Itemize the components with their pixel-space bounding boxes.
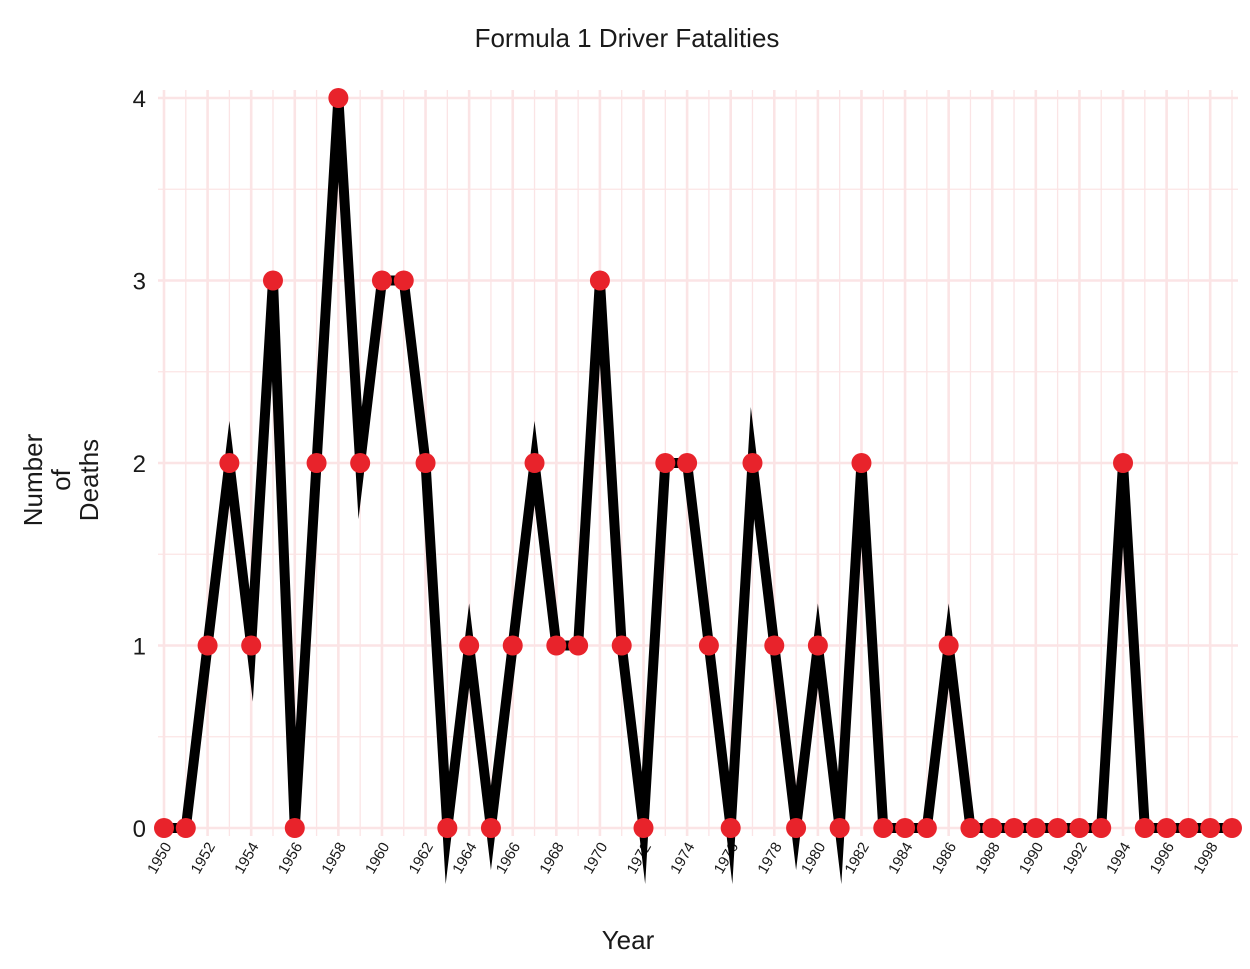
x-tick-label: 1976 <box>711 840 742 877</box>
y-axis-title-line: Deaths <box>74 439 104 521</box>
data-point <box>197 635 218 656</box>
x-tick-label: 1972 <box>624 840 655 877</box>
y-tick-label: 2 <box>133 451 146 478</box>
x-tick-label: 1958 <box>318 840 349 877</box>
x-tick-label: 1980 <box>798 840 829 877</box>
x-tick-label: 1992 <box>1059 840 1090 877</box>
data-point <box>1200 818 1221 838</box>
data-point <box>350 453 371 473</box>
x-tick-label: 1968 <box>536 840 567 877</box>
data-point <box>677 453 698 473</box>
data-point <box>284 818 305 838</box>
data-point <box>742 453 763 473</box>
data-point <box>568 635 589 656</box>
chart-title: Formula 1 Driver Fatalities <box>475 23 780 53</box>
data-point <box>895 818 916 838</box>
x-tick-label: 1990 <box>1016 840 1047 877</box>
x-tick-label: 1964 <box>449 840 480 877</box>
data-point <box>589 270 610 291</box>
data-markers <box>154 88 1242 838</box>
y-tick-label: 4 <box>133 86 146 113</box>
data-point <box>154 818 174 838</box>
data-point <box>807 635 828 656</box>
data-point <box>262 270 283 291</box>
x-tick-label: 1950 <box>144 840 175 877</box>
data-point <box>437 818 458 838</box>
y-axis-title-line: Number <box>18 433 48 526</box>
data-point <box>829 818 850 838</box>
data-point <box>611 635 632 656</box>
x-tick-label: 1988 <box>972 840 1003 877</box>
x-tick-label: 1998 <box>1190 840 1221 877</box>
data-point <box>415 453 436 473</box>
data-point <box>764 635 785 656</box>
data-point <box>546 635 567 656</box>
data-point <box>982 818 1003 838</box>
x-tick-label: 1978 <box>754 840 785 877</box>
data-point <box>1156 818 1177 838</box>
x-tick-label: 1966 <box>493 840 524 877</box>
data-point <box>698 635 719 656</box>
data-point <box>393 270 414 291</box>
data-point <box>916 818 937 838</box>
y-tick-label: 0 <box>133 816 146 843</box>
data-point <box>502 635 523 656</box>
data-point <box>175 818 196 838</box>
x-tick-label: 1970 <box>580 840 611 877</box>
data-point <box>720 818 741 838</box>
data-point <box>219 453 240 473</box>
data-point <box>655 453 676 473</box>
data-point <box>938 635 959 656</box>
data-point <box>1069 818 1090 838</box>
data-point <box>960 818 981 838</box>
data-point <box>1091 818 1112 838</box>
x-tick-label: 1982 <box>842 840 873 877</box>
x-tick-label: 1960 <box>362 840 393 877</box>
data-point <box>328 88 349 108</box>
y-tick-label: 1 <box>133 634 146 661</box>
y-axis-ticks: 0 1 2 3 4 <box>133 86 146 843</box>
y-tick-label: 3 <box>133 269 146 296</box>
data-point <box>1222 818 1242 838</box>
data-point <box>306 453 327 473</box>
data-point <box>1047 818 1068 838</box>
data-point <box>851 453 872 473</box>
x-tick-label: 1974 <box>667 840 698 877</box>
x-tick-label: 1962 <box>406 840 437 877</box>
data-point <box>241 635 262 656</box>
data-point <box>873 818 894 838</box>
x-tick-label: 1952 <box>188 840 219 877</box>
x-tick-label: 1996 <box>1147 840 1178 877</box>
x-axis-title: Year <box>602 925 655 955</box>
data-point <box>1025 818 1046 838</box>
data-point <box>524 453 545 473</box>
x-tick-label: 1986 <box>929 840 960 877</box>
y-axis-title-line: of <box>46 468 76 490</box>
data-point <box>480 818 501 838</box>
data-point <box>1134 818 1155 838</box>
data-point <box>1113 453 1134 473</box>
x-tick-label: 1954 <box>231 840 262 877</box>
x-tick-label: 1984 <box>885 840 916 877</box>
x-tick-label: 1994 <box>1103 840 1134 877</box>
x-tick-label: 1956 <box>275 840 306 877</box>
data-point <box>459 635 480 656</box>
data-point <box>633 818 654 838</box>
data-point <box>1004 818 1025 838</box>
data-point <box>786 818 807 838</box>
data-point <box>371 270 392 291</box>
data-point <box>1178 818 1199 838</box>
x-axis-ticks: 1950 1952 1954 1956 1958 1960 1962 1964 1966 1968… <box>144 840 1222 877</box>
